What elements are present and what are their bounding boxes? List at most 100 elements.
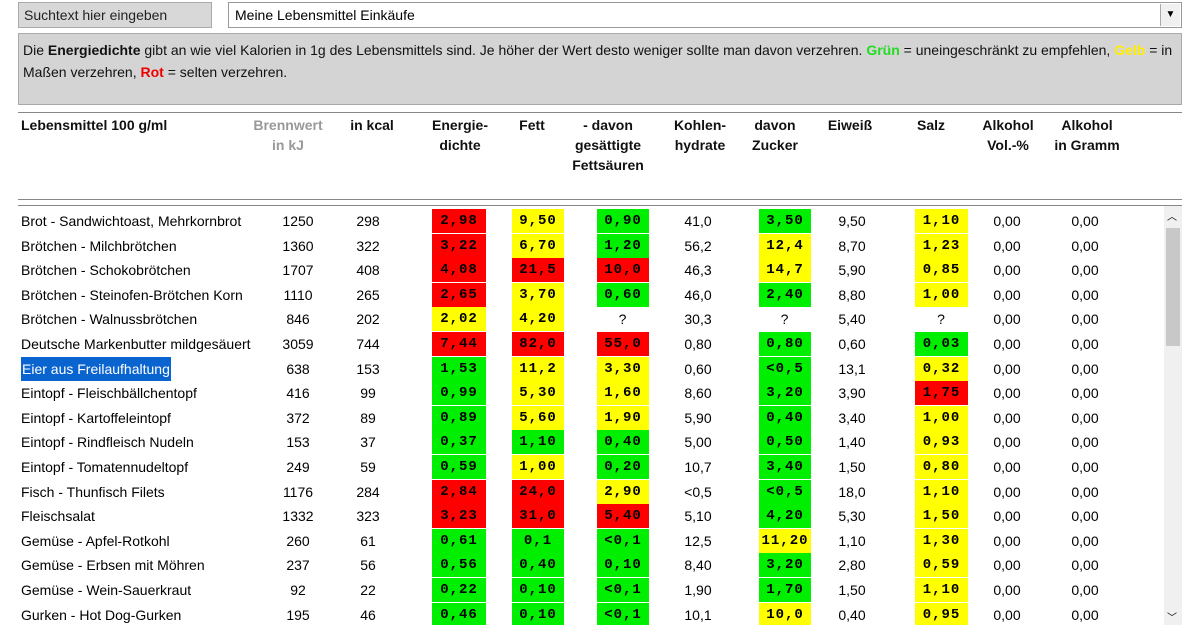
value-cell: 0,00: [993, 385, 1021, 402]
dropdown-button[interactable]: ▼: [1160, 4, 1180, 26]
header-line: - davon: [583, 117, 633, 133]
value-cell: 0,00: [993, 434, 1021, 451]
dropdown[interactable]: Meine Lebensmittel Einkäufe ▼: [228, 2, 1182, 28]
scroll-thumb[interactable]: [1166, 228, 1180, 346]
value-cell: 0,03: [915, 332, 968, 356]
header-line: in kJ: [272, 137, 304, 153]
value-cell: 0,00: [1071, 557, 1099, 574]
header-line: in Gramm: [1054, 137, 1120, 153]
header-line: hydrate: [674, 137, 726, 153]
header-line: davon: [754, 117, 796, 133]
value-cell: 46,0: [684, 286, 712, 303]
value-cell: 11,2: [512, 356, 564, 381]
value-cell: 1176: [282, 483, 314, 500]
value-cell: 0,85: [915, 258, 968, 283]
value-cell: 89: [360, 409, 376, 426]
value-cell: 0,00: [1071, 237, 1099, 254]
value-cell: 21,5: [512, 258, 564, 283]
food-name: Brötchen - Walnussbrötchen: [21, 311, 198, 328]
food-name: Brötchen - Schokobrötchen: [21, 262, 191, 279]
info-text: gibt an wie viel Kalorien in 1g des Lebe…: [140, 42, 867, 58]
value-cell: 0,80: [759, 332, 811, 356]
value-cell: 12,5: [684, 532, 712, 549]
value-cell: 3,22: [432, 233, 486, 258]
value-cell: 0,40: [759, 405, 811, 430]
value-cell: 3,20: [759, 381, 811, 406]
value-cell: 0,00: [993, 237, 1021, 254]
value-cell: 1,50: [838, 582, 866, 598]
value-cell: 18,0: [838, 483, 866, 500]
value-cell: 9,50: [512, 209, 564, 233]
value-cell: 6,70: [512, 233, 564, 258]
value-cell: 260: [286, 532, 310, 549]
value-cell: 0,40: [597, 430, 649, 455]
value-cell: 1,70: [759, 578, 811, 602]
value-cell: 56,2: [684, 237, 712, 254]
value-cell: 0,10: [512, 578, 564, 602]
food-name[interactable]: Eier aus Freilaufhaltung: [21, 356, 171, 381]
column-header: Salz: [903, 115, 959, 135]
value-cell: 3059: [282, 336, 314, 352]
table-header: Lebensmittel 100 g/ml Brennwert in kJ in kc…: [18, 112, 1182, 200]
food-name: Gemüse - Apfel-Rotkohl: [21, 532, 170, 549]
search-box[interactable]: Suchtext hier eingeben: [18, 2, 212, 28]
value-cell: 30,3: [684, 311, 712, 328]
value-cell: 0,00: [1071, 483, 1099, 500]
food-name: Fisch - Thunfisch Filets: [21, 483, 165, 500]
value-cell: 0,22: [432, 578, 486, 602]
value-cell: 5,40: [597, 504, 649, 529]
value-cell: 10,0: [759, 602, 811, 625]
value-cell: 0,61: [432, 528, 486, 553]
food-name: Deutsche Markenbutter mildgesäuert: [21, 336, 251, 352]
value-cell: 0,10: [512, 602, 564, 625]
value-cell: 265: [356, 286, 380, 303]
value-cell: 1,75: [915, 381, 968, 406]
column-header: - davon gesättigte Fettsäuren: [563, 115, 653, 175]
value-cell: 4,20: [512, 307, 564, 332]
value-cell: 1,00: [512, 455, 564, 479]
value-cell: 0,00: [993, 508, 1021, 525]
value-cell: 3,90: [838, 385, 866, 402]
value-cell: 0,59: [432, 455, 486, 479]
value-cell: 0,93: [915, 430, 968, 455]
value-cell: 0,60: [597, 282, 649, 307]
info-text: Die: [23, 42, 48, 58]
value-cell: 0,60: [838, 336, 866, 352]
value-cell: 0,00: [1071, 508, 1099, 525]
value-cell: 1,40: [838, 434, 866, 451]
value-cell: 298: [356, 213, 380, 229]
value-cell: 0,00: [1071, 311, 1099, 328]
value-cell: 92: [290, 582, 306, 598]
value-cell: 322: [356, 237, 380, 254]
value-cell: 0,00: [993, 606, 1021, 623]
value-cell: 416: [286, 385, 310, 402]
value-cell: <0,1: [597, 578, 649, 602]
value-cell: 1,00: [915, 282, 968, 307]
info-panel: Die Energiedichte gibt an wie viel Kalor…: [18, 33, 1182, 105]
value-cell: 0,00: [1071, 434, 1099, 451]
value-cell: 0,00: [1071, 532, 1099, 549]
value-cell: 372: [286, 409, 310, 426]
value-cell: 10,7: [684, 459, 712, 475]
value-cell: 1110: [283, 286, 313, 303]
value-cell: 1,30: [915, 528, 968, 553]
column-header: Lebensmittel 100 g/ml: [21, 115, 251, 135]
value-cell: 3,40: [838, 409, 866, 426]
value-cell: 3,30: [597, 356, 649, 381]
value-cell: 0,00: [993, 582, 1021, 598]
column-header: in kcal: [338, 115, 406, 135]
info-text: = selten verzehren.: [163, 64, 288, 80]
value-cell: 0,00: [1071, 262, 1099, 279]
value-cell: 55,0: [597, 332, 649, 356]
scrollbar[interactable]: ︿ ﹀: [1164, 206, 1182, 625]
header-line: Zucker: [752, 137, 798, 153]
value-cell: 0,00: [1071, 286, 1099, 303]
value-cell: 1,90: [684, 582, 712, 598]
value-cell: 0,00: [1071, 336, 1099, 352]
value-cell: 0,1: [512, 528, 564, 553]
info-text: Energiedichte: [47, 42, 141, 58]
value-cell: 1332: [282, 508, 314, 525]
food-name: Eintopf - Tomatennudeltopf: [21, 459, 189, 475]
value-cell: 4,20: [759, 504, 811, 529]
value-cell: 1,10: [838, 532, 866, 549]
